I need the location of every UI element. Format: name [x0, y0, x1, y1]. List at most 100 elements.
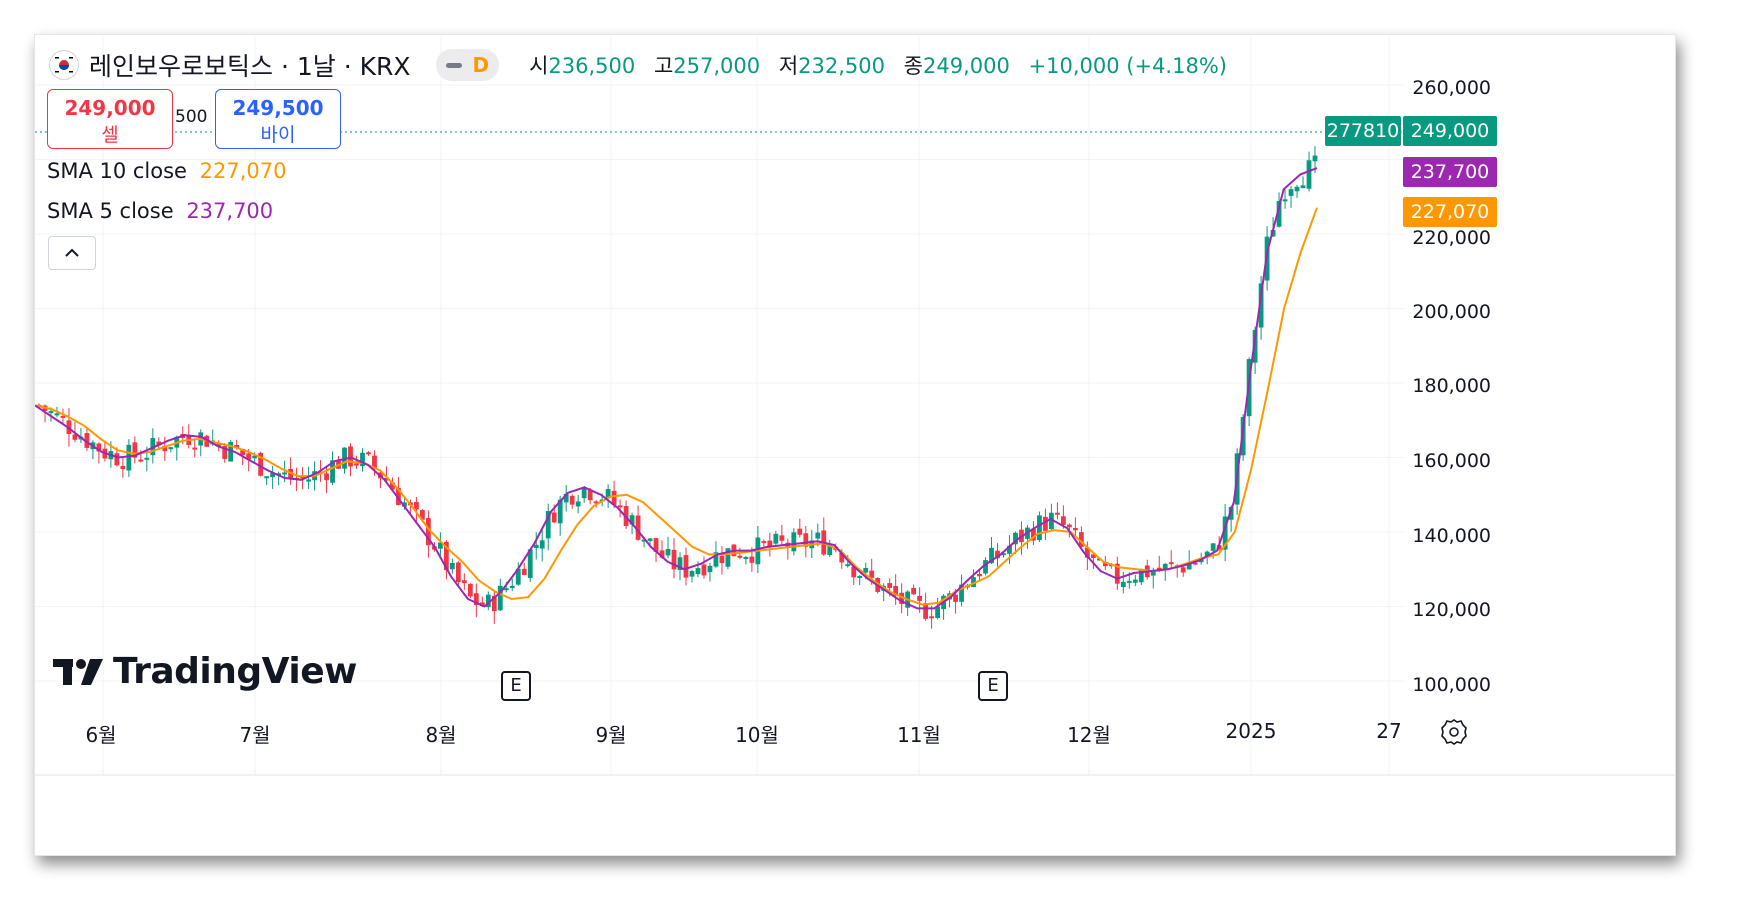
candle-up — [1258, 283, 1264, 328]
sell-price: 249,000 — [64, 96, 156, 120]
candle-up — [581, 487, 587, 499]
y-tick: 220,000 — [1412, 227, 1491, 249]
candle-down — [258, 452, 264, 476]
low-label: 저 — [778, 54, 799, 78]
x-tick: 27 — [1376, 719, 1402, 743]
candle-down — [390, 482, 395, 490]
sma5-name: SMA 5 close — [47, 199, 174, 223]
sma5-legend[interactable]: SMA 5 close 237,700 — [47, 199, 273, 223]
candle-down — [84, 433, 90, 448]
interval-pill[interactable]: D — [436, 49, 500, 81]
candle-down — [1168, 562, 1174, 565]
candle-down — [617, 505, 623, 508]
candle-up — [1204, 551, 1210, 557]
candle-down — [384, 477, 389, 481]
candle-down — [479, 602, 485, 606]
candle-up — [270, 472, 276, 478]
candle-down — [635, 515, 641, 540]
candle-up — [971, 577, 976, 588]
candle-down — [138, 459, 144, 462]
candle-down — [1072, 527, 1078, 531]
change-value: +10,000 (+4.18%) — [1028, 54, 1227, 78]
candle-down — [899, 592, 905, 605]
candle-up — [1300, 185, 1306, 189]
candle-down — [1114, 563, 1120, 584]
candle-up — [605, 489, 611, 499]
close-value: 249,000 — [923, 54, 1010, 78]
candle-up — [252, 455, 258, 459]
candle-down — [929, 616, 935, 619]
candle-up — [1007, 545, 1012, 554]
earnings-marker[interactable]: E — [501, 671, 531, 701]
candle-down — [1084, 547, 1090, 558]
candle-down — [162, 445, 168, 452]
candle-up — [228, 441, 234, 462]
candle-down — [216, 443, 222, 446]
candle-down — [1102, 562, 1108, 567]
sma10-value: 227,070 — [199, 159, 287, 183]
buy-button[interactable]: 249,500 바이 — [215, 89, 341, 149]
candle-down — [611, 490, 617, 505]
chevron-up-icon — [65, 248, 79, 257]
sma5-line — [35, 167, 1318, 610]
y-tick: 180,000 — [1412, 375, 1491, 397]
settings-gear-icon[interactable] — [1439, 717, 1469, 747]
candle-down — [354, 463, 359, 466]
candle-down — [114, 453, 120, 466]
candle-up — [527, 549, 533, 578]
x-tick: 6월 — [85, 723, 117, 747]
candle-up — [1132, 579, 1138, 583]
candle-down — [156, 441, 162, 446]
candle-down — [737, 555, 743, 558]
candle-down — [455, 562, 461, 583]
x-tick: 8월 — [425, 723, 457, 747]
candle-down — [671, 549, 677, 570]
symbol-title[interactable]: 레인보우로보틱스 · 1날 · KRX — [89, 52, 411, 81]
collapse-legend-button[interactable] — [48, 236, 96, 270]
candle-down — [1192, 562, 1198, 565]
candle-up — [449, 562, 455, 570]
candle-up — [557, 499, 563, 524]
quantity-value[interactable]: 500 — [175, 107, 208, 127]
candle-down — [893, 586, 899, 596]
sma5-value: 237,700 — [186, 199, 274, 223]
sma10-legend[interactable]: SMA 10 close 227,070 — [47, 159, 287, 183]
price-chart[interactable] — [35, 35, 1675, 855]
y-tick: 260,000 — [1412, 77, 1491, 99]
candle-down — [288, 468, 294, 480]
candle-up — [1306, 160, 1312, 189]
candle-up — [539, 540, 545, 549]
candle-up — [863, 568, 869, 573]
earnings-marker[interactable]: E — [978, 671, 1008, 701]
sell-button[interactable]: 249,000 셀 — [47, 89, 173, 149]
candle-up — [48, 411, 54, 414]
candle-up — [533, 544, 539, 549]
candle-up — [1276, 201, 1282, 227]
candle-down — [911, 587, 917, 595]
candle-down — [324, 473, 329, 481]
sma5-price-badge: 237,700 — [1403, 157, 1497, 187]
candle-down — [396, 487, 401, 505]
candle-down — [1031, 528, 1036, 541]
candle-down — [551, 512, 557, 523]
candle-down — [869, 570, 875, 578]
candle-down — [1061, 516, 1066, 525]
candle-down — [132, 442, 138, 458]
candle-down — [1156, 567, 1162, 571]
candle-down — [719, 555, 725, 564]
y-tick: 100,000 — [1412, 674, 1491, 696]
candle-up — [1049, 512, 1054, 530]
candle-up — [264, 476, 270, 479]
candle-down — [414, 502, 419, 510]
candle-down — [192, 447, 198, 450]
candle-up — [1312, 155, 1318, 162]
candle-up — [707, 565, 713, 573]
candle-up — [1288, 189, 1294, 196]
candle-up — [1126, 580, 1132, 583]
candle-up — [689, 571, 695, 577]
candle-up — [1228, 506, 1234, 520]
candle-down — [467, 583, 473, 597]
candle-up — [168, 447, 174, 450]
candle-up — [743, 557, 749, 560]
y-tick: 160,000 — [1412, 450, 1491, 472]
